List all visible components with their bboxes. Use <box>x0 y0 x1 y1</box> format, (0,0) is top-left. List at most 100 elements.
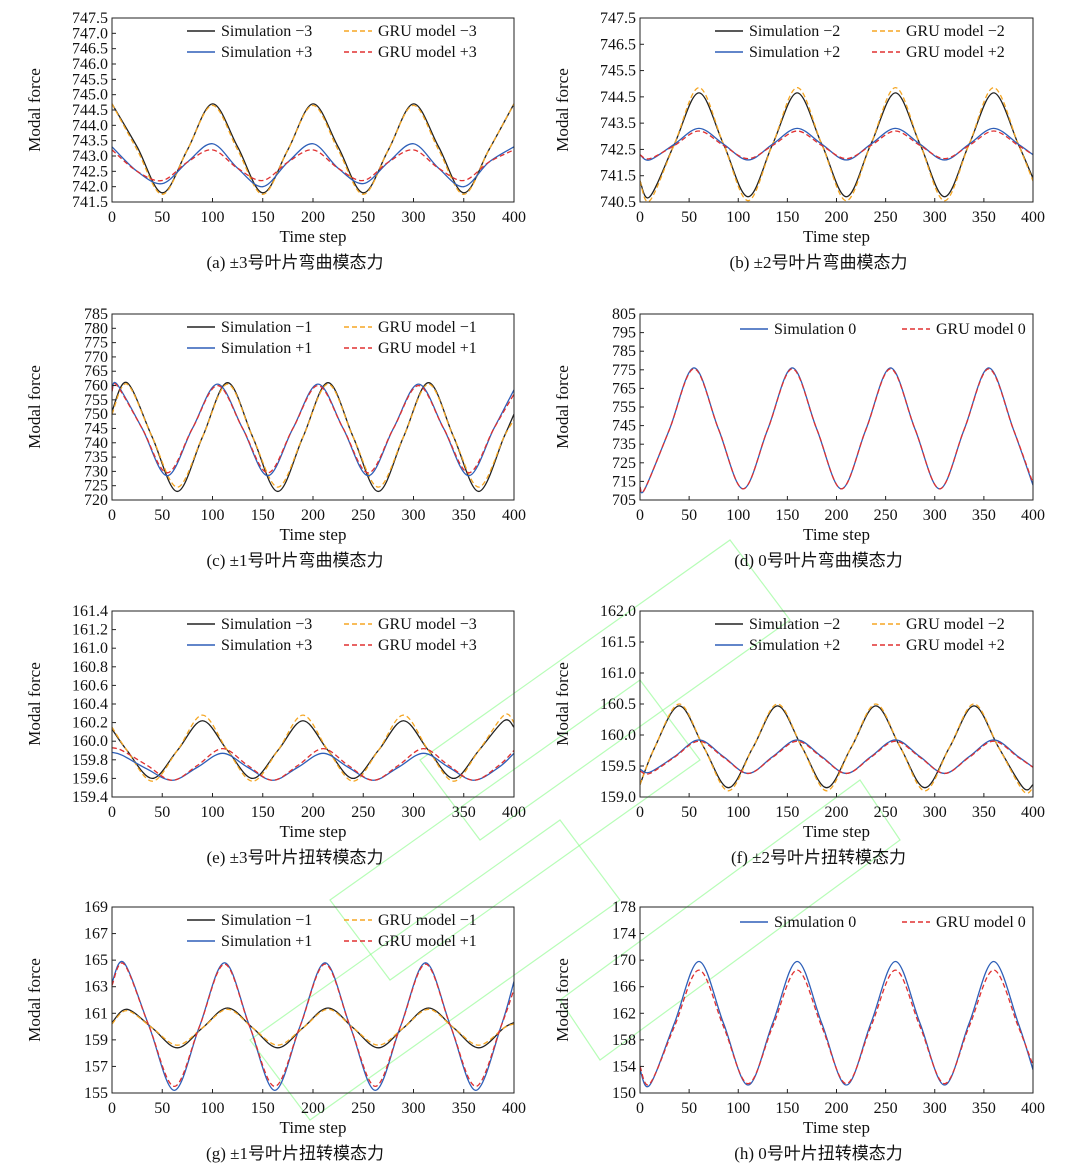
x-tick-label: 200 <box>301 1100 325 1117</box>
x-tick-label: 150 <box>775 1100 799 1117</box>
y-tick-label: 159.0 <box>600 789 636 806</box>
legend-label: Simulation 0 <box>774 321 856 338</box>
legend-label: GRU model −2 <box>906 23 1005 40</box>
series-line-simulation-1 <box>112 1007 514 1049</box>
y-tick-label: 740.5 <box>600 194 636 211</box>
x-axis-label: Time step <box>280 1118 347 1137</box>
x-tick-label: 100 <box>201 507 225 524</box>
figure-caption: (d) 0号叶片弯曲模态力 <box>734 551 903 570</box>
legend-label: Simulation +3 <box>221 44 312 61</box>
y-tick-label: 170 <box>612 952 636 969</box>
plot-frame <box>639 906 1034 1094</box>
x-tick-label: 400 <box>502 209 526 226</box>
series-group <box>112 103 514 195</box>
x-tick-label: 150 <box>251 507 275 524</box>
x-tick-label: 0 <box>108 804 116 821</box>
x-tick-label: 350 <box>972 209 996 226</box>
legend-label: GRU model −1 <box>378 912 477 929</box>
legend-item: GRU model +2 <box>872 637 1005 654</box>
legend-item: Simulation +1 <box>187 933 312 950</box>
y-axis-label: Modal force <box>25 68 44 152</box>
y-tick-label: 750 <box>84 406 108 423</box>
y-tick-label: 744.5 <box>72 102 108 119</box>
x-axis-label: Time step <box>280 525 347 544</box>
y-tick-label: 158 <box>612 1032 636 1049</box>
legend-item: GRU model 0 <box>902 914 1026 931</box>
y-tick-label: 746.5 <box>600 36 636 53</box>
y-tick-label: 163 <box>84 979 108 996</box>
x-tick-label: 100 <box>201 209 225 226</box>
x-tick-label: 250 <box>874 804 898 821</box>
y-tick-label: 775 <box>612 362 636 379</box>
legend-label: GRU model −3 <box>378 616 477 633</box>
y-tick-label: 705 <box>612 492 636 509</box>
x-tick-label: 400 <box>1021 209 1045 226</box>
y-tick-label: 162.0 <box>600 603 636 620</box>
y-tick-label: 162 <box>612 1005 636 1022</box>
y-tick-label: 745 <box>84 420 108 437</box>
legend-item: Simulation −2 <box>715 23 840 40</box>
x-tick-label: 200 <box>301 507 325 524</box>
x-tick-label: 300 <box>402 209 426 226</box>
legend-item: GRU model +2 <box>872 44 1005 61</box>
legend-label: Simulation −3 <box>221 616 312 633</box>
y-tick-label: 160.8 <box>72 659 108 676</box>
y-tick-label: 760 <box>84 378 108 395</box>
y-tick-label: 725 <box>84 478 108 495</box>
x-tick-label: 300 <box>923 1100 947 1117</box>
series-group <box>640 703 1033 794</box>
x-tick-label: 250 <box>351 507 375 524</box>
y-tick-label: 159.4 <box>72 789 108 806</box>
series-group <box>640 367 1033 494</box>
legend-item: Simulation −3 <box>187 616 312 633</box>
plot-frame <box>639 313 1034 501</box>
y-tick-label: 805 <box>612 306 636 323</box>
y-tick-label: 160.5 <box>600 696 636 713</box>
legend-label: GRU model +3 <box>378 637 477 654</box>
chart-panel-h: 0 50 100 150 200 250 300 350 400 150 154 158 162 166 1… <box>553 899 1045 1163</box>
figure-caption: (e) ±3号叶片扭转模态力 <box>207 848 384 867</box>
y-axis-label: Modal force <box>25 662 44 746</box>
x-tick-label: 0 <box>108 507 116 524</box>
x-axis-label: Time step <box>280 822 347 841</box>
legend-item: Simulation −2 <box>715 616 840 633</box>
x-tick-label: 50 <box>154 209 170 226</box>
watermark-stroke <box>419 539 791 841</box>
legend-item: Simulation +2 <box>715 637 840 654</box>
legend-item: Simulation −1 <box>187 912 312 929</box>
legend-label: Simulation −1 <box>221 912 312 929</box>
legend-label: Simulation −2 <box>749 616 840 633</box>
legend-label: Simulation 0 <box>774 914 856 931</box>
x-tick-label: 150 <box>251 804 275 821</box>
figure-caption: (f) ±2号叶片扭转模态力 <box>731 848 906 867</box>
y-tick-label: 746.5 <box>72 41 108 58</box>
x-tick-label: 400 <box>502 507 526 524</box>
y-tick-label: 159.8 <box>72 752 108 769</box>
x-tick-label: 0 <box>636 1100 644 1117</box>
x-tick-label: 300 <box>923 209 947 226</box>
y-tick-label: 742.0 <box>72 179 108 196</box>
x-tick-label: 200 <box>825 804 849 821</box>
chart-panel-f: 0 50 100 150 200 250 300 350 400 159.0 159.5 160.0 1… <box>553 603 1045 867</box>
y-tick-label: 159.6 <box>72 770 108 787</box>
y-axis-label: Modal force <box>553 958 572 1042</box>
legend-item: Simulation +3 <box>187 44 312 61</box>
series-line-gru-model-0 <box>640 368 1033 494</box>
series-group <box>640 87 1033 202</box>
x-tick-label: 400 <box>1021 1100 1045 1117</box>
x-tick-label: 250 <box>874 1100 898 1117</box>
x-tick-label: 250 <box>874 507 898 524</box>
x-tick-label: 300 <box>402 507 426 524</box>
legend-item: Simulation +2 <box>715 44 840 61</box>
series-line-gru-model-2 <box>640 703 1033 794</box>
legend-item: GRU model −2 <box>872 616 1005 633</box>
x-tick-label: 150 <box>251 209 275 226</box>
chart-panel-b: 0 50 100 150 200 250 300 350 400 740.5 741.5 742.5 7… <box>553 10 1045 272</box>
y-axis-label: Modal force <box>25 958 44 1042</box>
legend-label: GRU model +2 <box>906 44 1005 61</box>
y-axis-label: Modal force <box>553 365 572 449</box>
y-tick-label: 166 <box>612 979 636 996</box>
series-line-gru-model-3 <box>112 103 514 195</box>
x-tick-label: 350 <box>452 507 476 524</box>
legend-label: GRU model +3 <box>378 44 477 61</box>
